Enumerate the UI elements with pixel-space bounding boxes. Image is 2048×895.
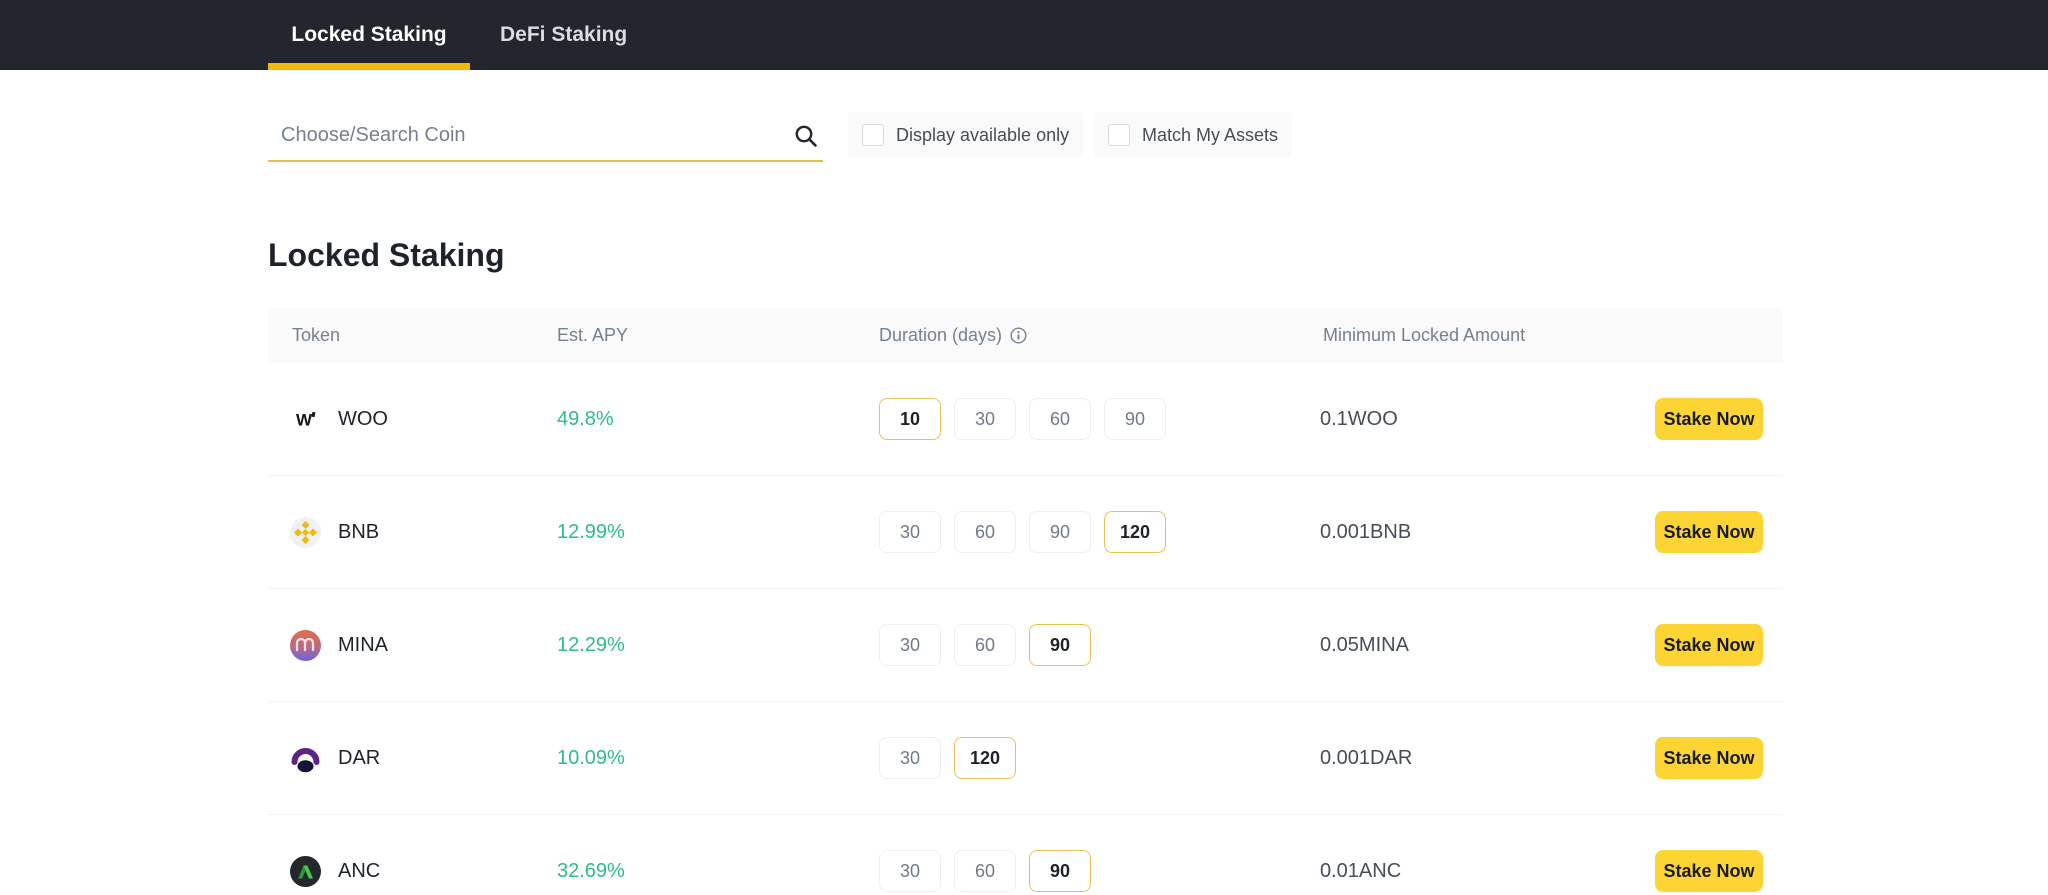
- tab-locked-staking[interactable]: Locked Staking: [268, 0, 470, 70]
- column-duration-label: Duration (days): [879, 324, 1003, 345]
- est-apy-value: 49.8%: [557, 407, 614, 430]
- match-my-assets-checkbox[interactable]: Match My Assets: [1094, 112, 1293, 158]
- token-cell: BNB: [268, 516, 533, 548]
- column-minimum-locked-amount: Minimum Locked Amount: [1323, 324, 1526, 345]
- column-est-apy: Est. APY: [557, 324, 629, 345]
- table-body: W WOO 49.8% 10 30 60 90 0.1WOO Stake Now BN…: [268, 363, 1783, 895]
- table-row: DAR 10.09% 30 120 0.001DAR Stake Now: [268, 702, 1783, 815]
- checkbox-unchecked-icon[interactable]: [1108, 124, 1130, 146]
- search-icon[interactable]: [793, 123, 819, 149]
- duration-option[interactable]: 60: [1029, 398, 1091, 440]
- bnb-token-icon: [290, 516, 321, 548]
- token-cell: W WOO: [268, 403, 533, 435]
- duration-option-selected[interactable]: 90: [1029, 624, 1091, 666]
- action-cell: Stake Now: [1655, 850, 1783, 892]
- woo-token-icon: W: [290, 403, 321, 435]
- duration-option-selected[interactable]: 120: [1104, 511, 1166, 553]
- search-input[interactable]: [268, 112, 781, 158]
- table-row: BNB 12.99% 30 60 90 120 0.001BNB Stake Now: [268, 476, 1783, 589]
- token-name: DAR: [338, 746, 381, 769]
- duration-option-selected[interactable]: 10: [879, 398, 941, 440]
- stake-now-button[interactable]: Stake Now: [1655, 511, 1763, 553]
- checkbox-unchecked-icon[interactable]: [862, 124, 884, 146]
- display-available-only-label: Display available only: [896, 124, 1070, 145]
- duration-option[interactable]: 30: [879, 624, 941, 666]
- table-row: W WOO 49.8% 10 30 60 90 0.1WOO Stake Now: [268, 363, 1783, 476]
- duration-option[interactable]: 30: [879, 850, 941, 892]
- coin-search-field: [268, 112, 823, 162]
- est-apy-value: 10.09%: [557, 746, 625, 769]
- tab-defi-staking-label: DeFi Staking: [500, 23, 628, 46]
- action-cell: Stake Now: [1655, 737, 1783, 779]
- match-my-assets-label: Match My Assets: [1142, 124, 1279, 145]
- stake-now-button[interactable]: Stake Now: [1655, 850, 1763, 892]
- stake-now-button[interactable]: Stake Now: [1655, 737, 1763, 779]
- token-cell: ANC: [268, 855, 533, 887]
- token-cell: DAR: [268, 742, 533, 774]
- duration-option[interactable]: 60: [954, 511, 1016, 553]
- duration-option[interactable]: 30: [879, 737, 941, 779]
- token-name: WOO: [338, 407, 388, 430]
- duration-options: 30 60 90 120: [855, 511, 1299, 553]
- stake-now-button[interactable]: Stake Now: [1655, 398, 1763, 440]
- est-apy-value: 12.29%: [557, 633, 625, 656]
- duration-option[interactable]: 90: [1104, 398, 1166, 440]
- stake-now-button[interactable]: Stake Now: [1655, 624, 1763, 666]
- duration-options: 10 30 60 90: [855, 398, 1299, 440]
- duration-option[interactable]: 90: [1029, 511, 1091, 553]
- action-cell: Stake Now: [1655, 398, 1783, 440]
- duration-option[interactable]: 30: [879, 511, 941, 553]
- display-available-only-checkbox[interactable]: Display available only: [848, 112, 1084, 158]
- minimum-locked-amount-value: 0.01ANC: [1320, 859, 1402, 882]
- duration-options: 30 60 90: [855, 624, 1299, 666]
- top-tab-bar: Locked Staking DeFi Staking: [0, 0, 2048, 70]
- anc-token-icon: [290, 855, 321, 887]
- info-icon[interactable]: [1010, 326, 1027, 344]
- duration-option[interactable]: 60: [954, 850, 1016, 892]
- table-row: MINA 12.29% 30 60 90 0.05MINA Stake Now: [268, 589, 1783, 702]
- table-header: Token Est. APY Duration (days) Minimum L…: [268, 307, 1783, 363]
- duration-option[interactable]: 30: [954, 398, 1016, 440]
- svg-text:W: W: [296, 410, 313, 429]
- mina-token-icon: [290, 629, 321, 661]
- est-apy-value: 32.69%: [557, 859, 625, 882]
- column-token: Token: [292, 324, 341, 345]
- duration-option-selected[interactable]: 90: [1029, 850, 1091, 892]
- dar-token-icon: [290, 742, 321, 774]
- token-name: MINA: [338, 633, 388, 656]
- token-name: ANC: [338, 859, 381, 882]
- column-duration: Duration (days): [855, 325, 1299, 346]
- minimum-locked-amount-value: 0.05MINA: [1320, 633, 1409, 656]
- duration-option-selected[interactable]: 120: [954, 737, 1016, 779]
- token-cell: MINA: [268, 629, 533, 661]
- table-row: ANC 32.69% 30 60 90 0.01ANC Stake Now: [268, 815, 1783, 895]
- minimum-locked-amount-value: 0.1WOO: [1320, 407, 1398, 430]
- tab-locked-staking-label: Locked Staking: [291, 23, 447, 46]
- action-cell: Stake Now: [1655, 511, 1783, 553]
- duration-options: 30 120: [855, 737, 1299, 779]
- action-cell: Stake Now: [1655, 624, 1783, 666]
- tab-defi-staking[interactable]: DeFi Staking: [498, 0, 629, 70]
- est-apy-value: 12.99%: [557, 520, 625, 543]
- page-title: Locked Staking: [268, 237, 505, 273]
- staking-tabs: Locked Staking DeFi Staking: [268, 0, 629, 70]
- duration-options: 30 60 90: [855, 850, 1299, 892]
- minimum-locked-amount-value: 0.001BNB: [1320, 520, 1412, 543]
- duration-option[interactable]: 60: [954, 624, 1016, 666]
- token-name: BNB: [338, 520, 380, 543]
- active-tab-underline: [268, 63, 470, 70]
- minimum-locked-amount-value: 0.001DAR: [1320, 746, 1413, 769]
- locked-staking-table: Token Est. APY Duration (days) Minimum L…: [268, 307, 1783, 895]
